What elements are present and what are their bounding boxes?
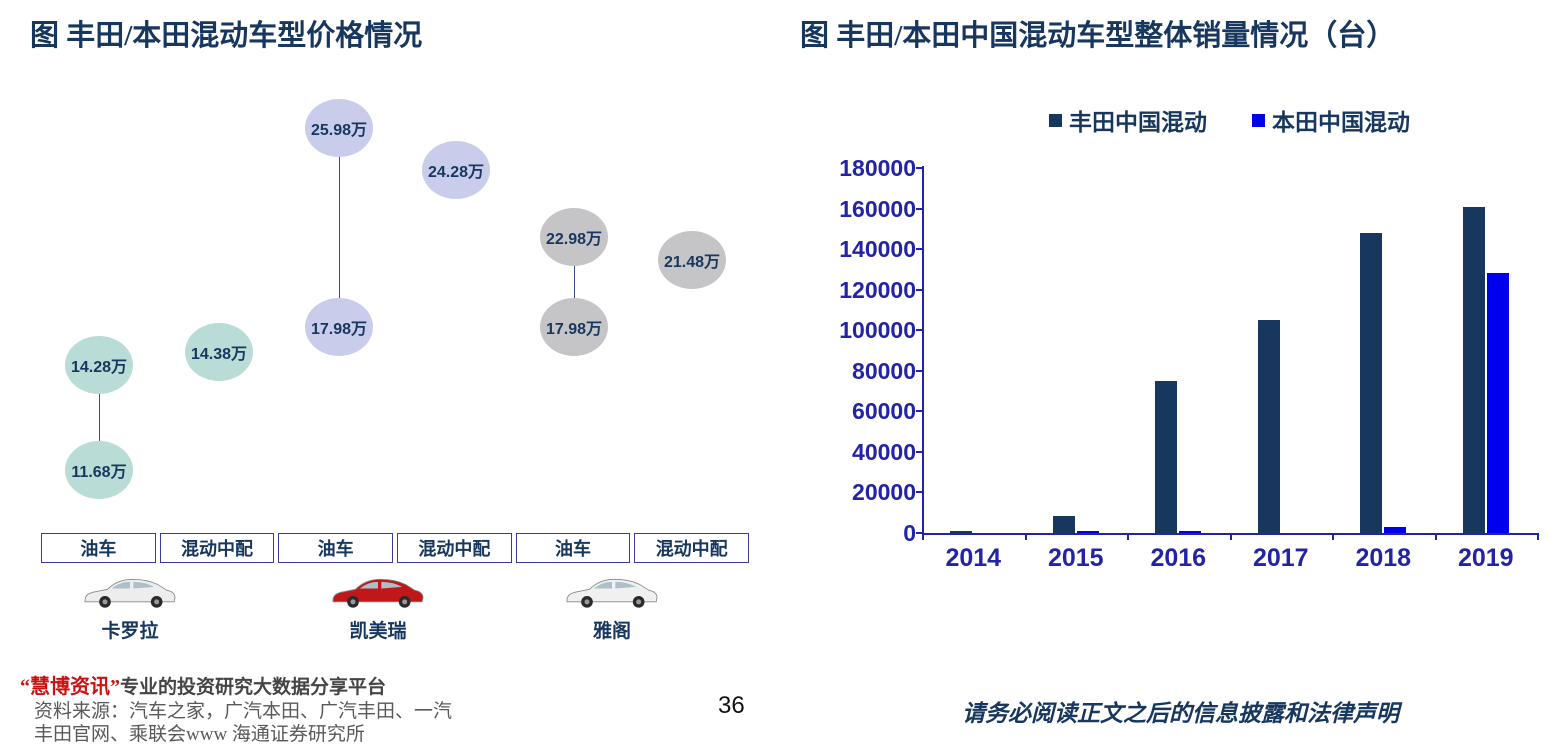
car-figure: 卡罗拉 [65, 568, 195, 643]
left-chart-title: 图 丰田/本田混动车型价格情况 [30, 20, 423, 52]
bar-toyota [950, 530, 973, 533]
car-figure: 凯美瑞 [313, 568, 443, 643]
right-chart-title: 图 丰田/本田中国混动车型整体销量情况（台） [800, 20, 1396, 52]
price-point: 21.48万 [658, 231, 726, 289]
y-axis-label: 80000 [852, 357, 916, 384]
y-axis-line [922, 166, 924, 535]
car-name: 雅阁 [592, 621, 631, 642]
price-connector-line [339, 128, 340, 327]
car-figure: 雅阁 [547, 568, 677, 643]
category-box: 混动中配 [397, 533, 512, 563]
y-axis-label: 40000 [852, 438, 916, 465]
y-axis-tick [916, 288, 922, 291]
x-axis-tick [922, 533, 924, 540]
sales-chart-plot: 180000 160000 140000 120000 100000 80000 60000… [830, 98, 1545, 618]
y-axis-label: 20000 [852, 479, 916, 506]
source-line-2: 丰田官网、乘联会www 海通证券研究所 [34, 724, 365, 745]
x-axis-label: 2015 [1047, 544, 1104, 572]
car-name: 凯美瑞 [349, 621, 407, 642]
price-point: 25.98万 [305, 99, 373, 157]
footer-disclaimer: 请务必阅读正文之后的信息披露和法律声明 [962, 701, 1399, 726]
bar-honda [1384, 527, 1407, 533]
category-box: 混动中配 [159, 533, 275, 563]
car-name: 卡罗拉 [101, 621, 159, 642]
car-image [84, 578, 176, 608]
price-point: 17.98万 [540, 298, 608, 356]
y-axis-tick [916, 248, 922, 251]
x-axis-tick [1434, 533, 1437, 540]
page-number: 36 [718, 692, 745, 719]
sales-legend: 丰田中国混动 本田中国混动 [922, 103, 1537, 137]
x-axis-tick [1229, 533, 1232, 540]
category-box: 油车 [515, 533, 631, 563]
x-axis-tick [1024, 533, 1027, 540]
y-axis-label: 100000 [839, 317, 916, 344]
y-axis-tick [916, 491, 922, 494]
bar-honda [1076, 531, 1099, 533]
legend-item: 丰田中国混动 [1049, 103, 1207, 137]
bar-toyota [1360, 232, 1383, 533]
y-axis-tick [916, 410, 922, 413]
legend-swatch-icon [1252, 113, 1265, 127]
price-connector-line [574, 237, 575, 327]
y-axis-label: 120000 [839, 276, 916, 303]
category-box: 油车 [41, 533, 156, 563]
y-axis-label: 0 [903, 520, 916, 546]
watermark-brand: “慧博资讯” [20, 676, 120, 698]
price-chart-plot: 14.28万 11.68万 14.38万 25.98万 17.98万 24.28万 22.9… [30, 80, 770, 680]
bar-toyota [1257, 320, 1280, 533]
x-axis-label: 2017 [1252, 544, 1309, 572]
watermark-tagline: 专业的投资研究大数据分享平台 [120, 677, 387, 698]
bar-toyota [1462, 206, 1485, 533]
legend-label: 丰田中国混动 [1069, 110, 1207, 135]
price-point: 22.98万 [540, 208, 608, 266]
x-axis-label: 2016 [1150, 544, 1207, 572]
price-point: 24.28万 [422, 141, 490, 199]
price-point: 11.68万 [65, 441, 133, 499]
price-category-row: 油车 混动中配 油车 混动中配 油车 混动中配 [41, 533, 750, 563]
source-line-1: 资料来源：汽车之家，广汽本田、广汽丰田、一汽 [34, 701, 453, 722]
category-box: 混动中配 [634, 533, 750, 563]
y-axis-tick [916, 450, 922, 453]
legend-item: 本田中国混动 [1252, 103, 1410, 137]
x-axis-label: 2019 [1457, 544, 1514, 572]
y-axis-tick [916, 167, 922, 169]
price-point: 17.98万 [305, 298, 373, 356]
x-axis-label: 2018 [1355, 544, 1412, 572]
price-point: 14.38万 [185, 323, 253, 381]
price-point: 14.28万 [65, 336, 133, 394]
sales-chart: 丰田中国混动 本田中国混动 180000 160000 140000 120000 100… [830, 98, 1545, 618]
car-image [332, 578, 424, 608]
y-axis-label: 160000 [839, 195, 916, 222]
x-axis-tick [1127, 533, 1129, 540]
category-box: 油车 [278, 533, 394, 563]
watermark-line: “慧博资讯”专业的投资研究大数据分享平台 [20, 676, 640, 700]
y-axis-tick [916, 369, 922, 372]
y-axis-tick [916, 532, 922, 534]
x-axis-tick [1332, 533, 1334, 540]
price-connector-line [99, 365, 100, 470]
bar-toyota [1052, 515, 1075, 533]
legend-label: 本田中国混动 [1272, 110, 1410, 135]
x-axis-label: 2014 [945, 544, 1002, 572]
y-axis-tick [916, 207, 922, 210]
x-axis-tick [1537, 533, 1539, 540]
bar-toyota [1155, 380, 1178, 533]
y-axis-label: 140000 [839, 236, 916, 263]
y-axis-label: 180000 [839, 155, 916, 181]
car-image [566, 578, 658, 608]
y-axis-tick [916, 329, 922, 332]
y-axis-label: 60000 [852, 398, 916, 425]
footer-source-block: “慧博资讯”专业的投资研究大数据分享平台 资料来源：汽车之家，广汽本田、广汽丰田… [20, 676, 640, 746]
price-chart: 14.28万 11.68万 14.38万 25.98万 17.98万 24.28万 22.9… [30, 80, 770, 680]
bar-honda [1486, 273, 1509, 533]
bar-honda [1179, 531, 1202, 533]
legend-swatch-icon [1049, 113, 1062, 127]
